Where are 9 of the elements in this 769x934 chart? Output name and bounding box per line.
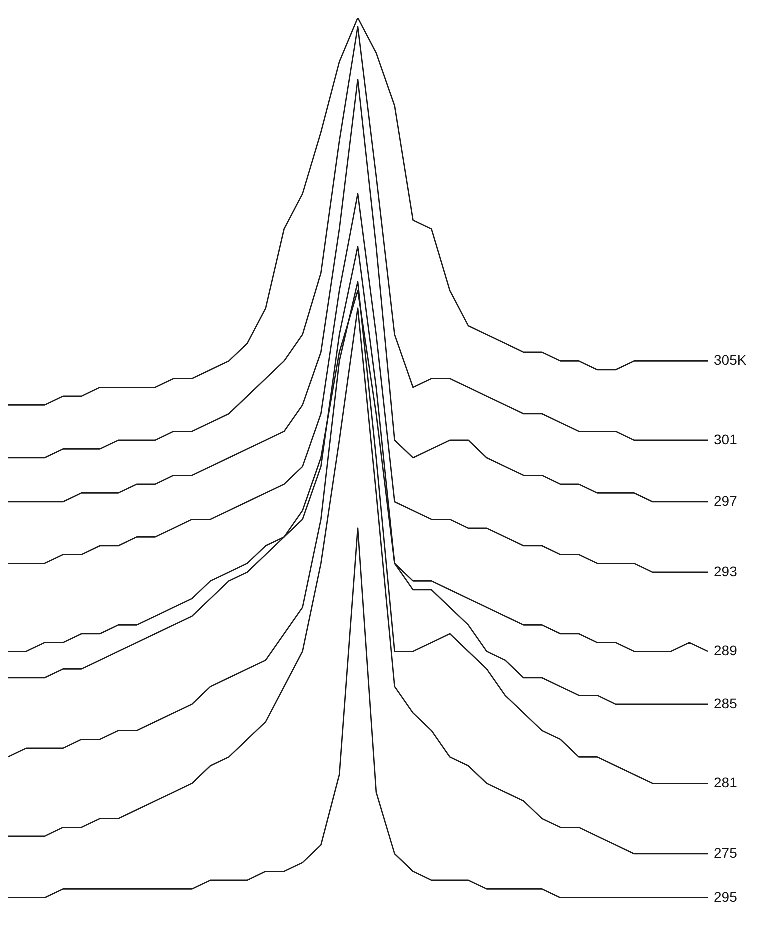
series-label: 295 — [714, 889, 738, 905]
series-label: 301 — [714, 431, 738, 448]
series-label: 297 — [714, 493, 738, 509]
series-label: 289 — [714, 642, 738, 659]
series-label: 293 — [714, 563, 738, 580]
series-label: 275 — [714, 845, 738, 861]
series-label: 285 — [714, 695, 738, 712]
series-label: 281 — [714, 774, 738, 791]
series-label: 305K — [714, 352, 748, 368]
